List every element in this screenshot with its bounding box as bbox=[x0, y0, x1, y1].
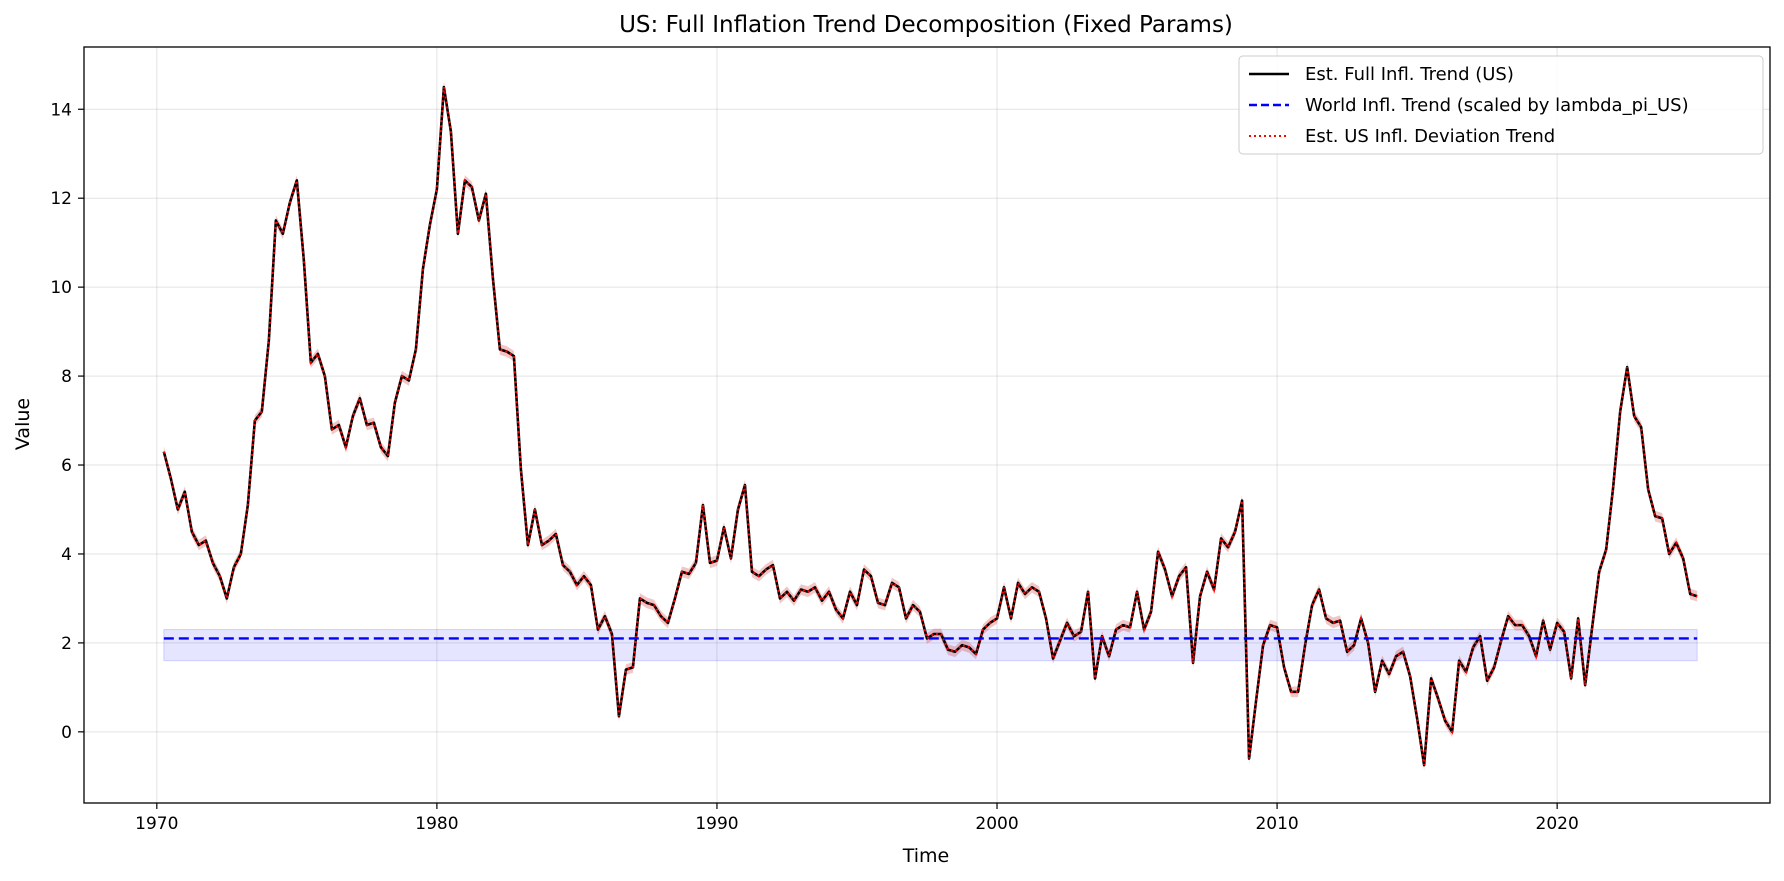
legend-label: Est. US Infl. Deviation Trend bbox=[1305, 126, 1555, 147]
x-tick-label: 1970 bbox=[135, 814, 178, 834]
y-tick-label: 4 bbox=[61, 545, 72, 565]
legend-label: World Infl. Trend (scaled by lambda_pi_U… bbox=[1305, 95, 1689, 116]
x-tick-label: 2010 bbox=[1255, 814, 1298, 834]
y-tick-label: 0 bbox=[61, 723, 72, 743]
x-tick-label: 2000 bbox=[975, 814, 1018, 834]
legend-box bbox=[1238, 55, 1764, 155]
full-trend-line bbox=[162, 85, 1698, 767]
y-tick-label: 10 bbox=[50, 278, 72, 298]
x-tick-label: 2020 bbox=[1536, 814, 1579, 834]
deviation-trend-line bbox=[162, 86, 1698, 766]
y-tick-label: 8 bbox=[61, 367, 72, 387]
x-tick-label: 1990 bbox=[695, 814, 738, 834]
y-tick-label: 14 bbox=[50, 100, 72, 120]
plot-frame bbox=[83, 46, 1771, 804]
chart-title: US: Full Inflation Trend Decomposition (… bbox=[619, 12, 1233, 38]
legend: Est. Full Infl. Trend (US) World Infl. Tr… bbox=[1238, 55, 1764, 155]
series-lines bbox=[162, 85, 1698, 767]
y-tick-label: 12 bbox=[50, 189, 72, 209]
y-tick-label: 6 bbox=[61, 456, 72, 476]
legend-label: Est. Full Infl. Trend (US) bbox=[1305, 64, 1514, 85]
x-axis-title: Time bbox=[902, 845, 950, 867]
axis-ticks: 1970 1980 1990 2000 2010 2020 0 2 4 6 8 10 12 14 bbox=[50, 100, 1578, 834]
y-tick-label: 2 bbox=[61, 634, 72, 654]
y-axis-title: Value bbox=[12, 398, 34, 450]
x-tick-label: 1980 bbox=[415, 814, 458, 834]
